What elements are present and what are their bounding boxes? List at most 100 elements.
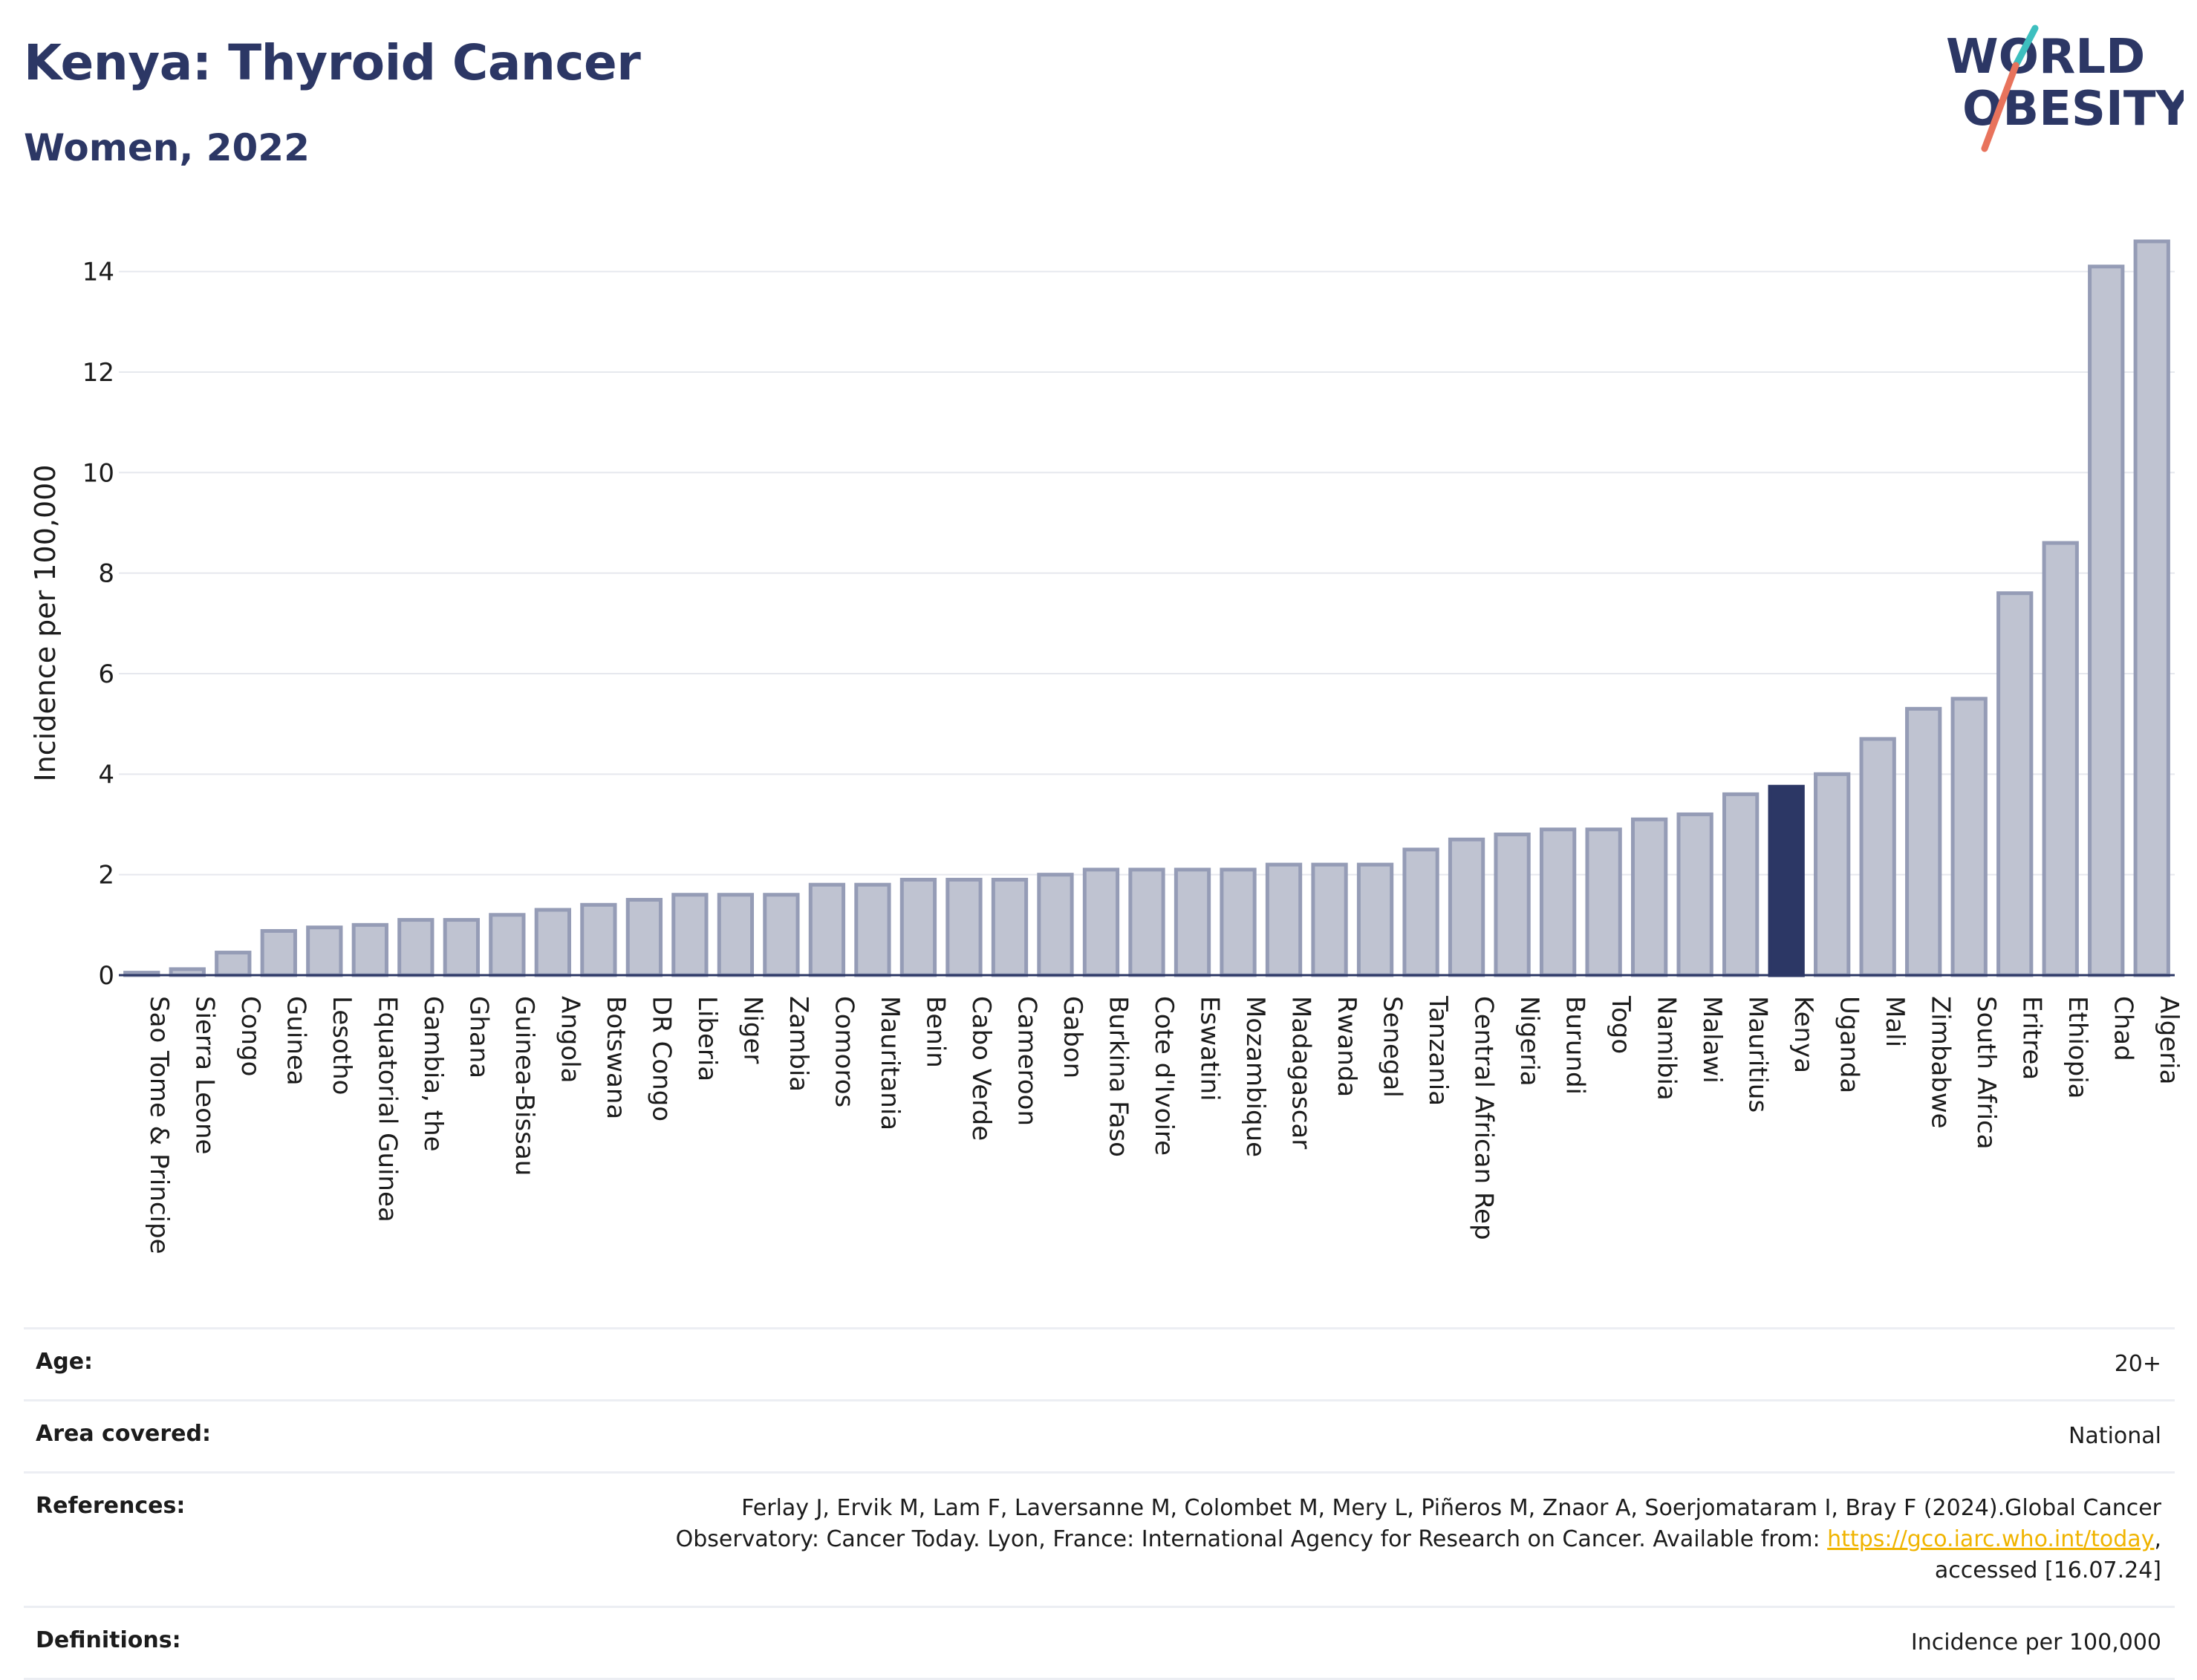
bar-comoros[interactable] bbox=[808, 882, 846, 977]
bar-senegal[interactable] bbox=[1356, 862, 1394, 977]
bar-gambia-the[interactable] bbox=[397, 918, 434, 977]
x-tick-label: Cabo Verde bbox=[966, 996, 996, 1141]
x-tick-label: Cote d'Ivoire bbox=[1149, 996, 1179, 1156]
x-tick-label: Kenya bbox=[1788, 996, 1818, 1073]
references-text: Ferlay J, Ervik M, Lam F, Laversanne M, … bbox=[675, 1495, 2161, 1552]
references-tail: , accessed [16.07.24] bbox=[1934, 1526, 2161, 1583]
bar-tanzania[interactable] bbox=[1402, 847, 1439, 977]
x-tick-label: Namibia bbox=[1652, 996, 1682, 1101]
bar-zimbabwe[interactable] bbox=[1905, 706, 1942, 977]
bar-burundi[interactable] bbox=[1539, 827, 1577, 977]
bar-guinea-bissau[interactable] bbox=[489, 913, 526, 977]
logo-line1: WORLD bbox=[1946, 30, 2145, 85]
age-label: Age: bbox=[36, 1349, 94, 1375]
y-tick-label: 10 bbox=[82, 458, 114, 488]
bar-cabo-verde[interactable] bbox=[945, 877, 983, 977]
bar-burkina-faso[interactable] bbox=[1082, 867, 1120, 977]
references-label: References: bbox=[36, 1493, 186, 1519]
x-tick-label: DR Congo bbox=[646, 996, 676, 1121]
definitions-label: Definitions: bbox=[36, 1627, 181, 1653]
bar-cote-d-ivoire[interactable] bbox=[1128, 867, 1165, 977]
x-tick-label: Mali bbox=[1880, 996, 1910, 1047]
x-tick-label: Rwanda bbox=[1332, 996, 1361, 1097]
y-axis-label: Incidence per 100,000 bbox=[29, 464, 62, 781]
x-tick-label: Eritrea bbox=[2017, 996, 2047, 1080]
x-tick-label: Cameroon bbox=[1012, 996, 1041, 1126]
bar-ghana[interactable] bbox=[443, 918, 480, 977]
x-tick-label: Sao Tome & Principe bbox=[144, 996, 174, 1254]
chart-subtitle: Women, 2022 bbox=[24, 126, 310, 169]
bar-benin[interactable] bbox=[899, 877, 937, 977]
x-tick-label: Botswana bbox=[601, 996, 631, 1119]
bar-uganda[interactable] bbox=[1814, 772, 1851, 977]
x-tick-label: Lesotho bbox=[327, 996, 357, 1095]
x-tick-label: Burundi bbox=[1560, 996, 1590, 1095]
bar-algeria[interactable] bbox=[2133, 239, 2170, 977]
age-value: 20+ bbox=[2114, 1351, 2161, 1377]
x-tick-label: Eswatini bbox=[1195, 996, 1225, 1101]
bar-angola[interactable] bbox=[534, 908, 571, 977]
bar-lesotho[interactable] bbox=[306, 925, 343, 977]
info-row-references: References: Ferlay J, Ervik M, Lam F, La… bbox=[24, 1471, 2175, 1606]
x-tick-label: Ethiopia bbox=[2063, 996, 2092, 1098]
bar-chart: 0 2 4 6 8 10 12 14 Incidence per 100,000 Sao Tome… bbox=[29, 239, 2184, 1254]
bar-south-africa[interactable] bbox=[1950, 697, 1988, 977]
info-row-area: Area covered: National bbox=[24, 1399, 2175, 1471]
bar-kenya[interactable] bbox=[1768, 784, 1805, 977]
bar-mali[interactable] bbox=[1859, 737, 1896, 977]
bar-zambia[interactable] bbox=[763, 893, 800, 977]
logo-slash-teal bbox=[2012, 25, 2039, 69]
bar-mozambique[interactable] bbox=[1220, 867, 1257, 977]
x-tick-label: Guinea bbox=[281, 996, 310, 1086]
x-tick-label: Burkina Faso bbox=[1103, 996, 1133, 1157]
bar-togo[interactable] bbox=[1585, 827, 1622, 977]
bar-mauritius[interactable] bbox=[1722, 792, 1760, 977]
bar-eswatini[interactable] bbox=[1174, 867, 1211, 977]
x-tick-label: Equatorial Guinea bbox=[372, 996, 402, 1222]
info-table: Age: 20+ Area covered: National Referenc… bbox=[24, 1327, 2175, 1680]
area-value: National bbox=[2068, 1423, 2161, 1449]
bar-guinea[interactable] bbox=[260, 928, 297, 977]
x-tick-label: Liberia bbox=[692, 996, 722, 1081]
x-tick-label: Tanzania bbox=[1423, 995, 1453, 1106]
bar-malawi[interactable] bbox=[1676, 812, 1713, 977]
x-tick-label: Uganda bbox=[1835, 996, 1864, 1093]
bar-chad[interactable] bbox=[2088, 264, 2125, 977]
x-tick-label: Sierra Leone bbox=[189, 996, 219, 1154]
bar-congo[interactable] bbox=[215, 951, 252, 977]
info-row-age: Age: 20+ bbox=[24, 1327, 2175, 1399]
bar-nigeria[interactable] bbox=[1494, 833, 1531, 977]
y-tick-label: 14 bbox=[82, 258, 114, 287]
bar-botswana[interactable] bbox=[580, 902, 617, 977]
x-tick-label: Mozambique bbox=[1240, 996, 1270, 1157]
bar-ethiopia[interactable] bbox=[2042, 541, 2079, 977]
x-tick-label: Chad bbox=[2109, 996, 2138, 1061]
bar-rwanda[interactable] bbox=[1311, 862, 1348, 977]
x-tick-label: Algeria bbox=[2154, 996, 2184, 1084]
bar-equatorial-guinea[interactable] bbox=[351, 922, 388, 977]
y-tick-label: 4 bbox=[98, 760, 114, 789]
x-tick-label: Togo bbox=[1606, 995, 1635, 1054]
x-tick-label: Senegal bbox=[1378, 996, 1407, 1098]
x-tick-label: South Africa bbox=[1971, 996, 2001, 1150]
bar-cameroon[interactable] bbox=[991, 877, 1029, 977]
bar-eritrea[interactable] bbox=[1996, 591, 2034, 977]
bar-central-african-rep[interactable] bbox=[1448, 837, 1485, 977]
x-tick-label: Malawi bbox=[1697, 996, 1727, 1084]
x-tick-label: Madagascar bbox=[1286, 996, 1316, 1149]
bar-dr-congo[interactable] bbox=[625, 897, 663, 977]
y-tick-label: 0 bbox=[98, 961, 114, 991]
bar-gabon[interactable] bbox=[1037, 873, 1074, 977]
x-tick-label: Central African Rep bbox=[1469, 996, 1499, 1240]
bar-liberia[interactable] bbox=[671, 893, 709, 977]
bar-mauritania[interactable] bbox=[854, 882, 891, 977]
bar-niger[interactable] bbox=[717, 893, 755, 977]
bar-madagascar[interactable] bbox=[1265, 862, 1303, 977]
references-value: Ferlay J, Ervik M, Lam F, Laversanne M, … bbox=[616, 1493, 2161, 1586]
references-link[interactable]: https://gco.iarc.who.int/today bbox=[1827, 1526, 2155, 1552]
bar-namibia[interactable] bbox=[1630, 817, 1668, 977]
y-tick-label: 6 bbox=[98, 660, 114, 689]
area-label: Area covered: bbox=[36, 1421, 211, 1447]
x-tick-label: Gambia, the bbox=[418, 996, 448, 1152]
x-tick-label: Gabon bbox=[1058, 996, 1087, 1078]
